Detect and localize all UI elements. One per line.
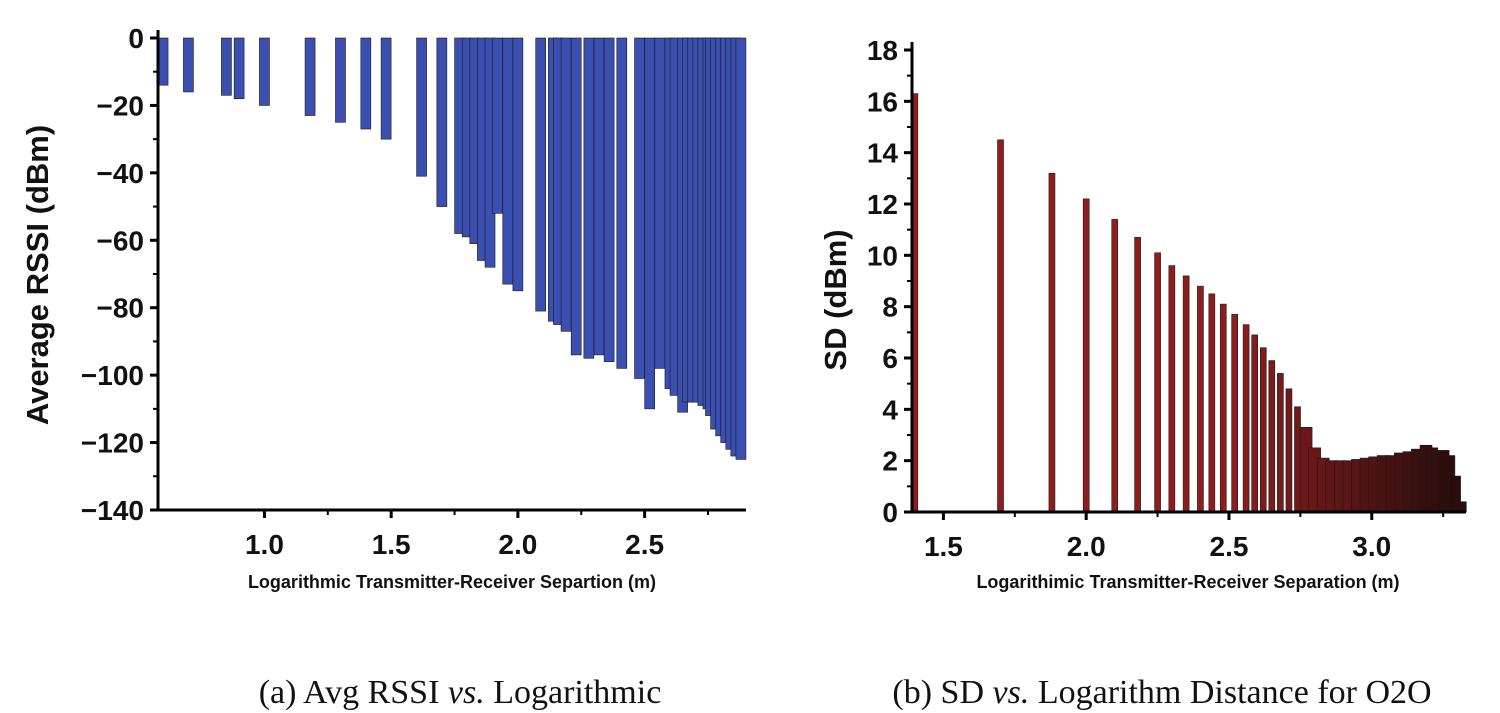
rssi-x-axis-label: Logarithmic Transmitter-Receiver Separti… — [248, 572, 656, 592]
x-tick-label-0-0: 1.0 — [245, 529, 284, 560]
y-tick-label-0-4: −80 — [97, 293, 145, 324]
bar-0-2 — [221, 37, 232, 96]
bar-1-2 — [1048, 172, 1056, 513]
bar-0-30 — [654, 37, 666, 369]
bar-0-27 — [616, 37, 628, 369]
rssi-axes: 0 −20 −40 −60 −80 −100 −120 −140 1.0 1.5 2.0 2.5 — [81, 23, 746, 560]
y-tick-label-1-6: 12 — [867, 189, 898, 220]
chart-avg-rssi: 0 −20 −40 −60 −80 −100 −120 −140 1.0 1.5 2.0 2.5 Lo… — [20, 23, 747, 592]
bar-1-40 — [1453, 501, 1467, 513]
bar-1-7 — [1168, 265, 1176, 513]
caption-b-prefix: (b) SD — [892, 674, 992, 711]
bar-0-1 — [183, 37, 194, 93]
y-tick-label-0-5: −100 — [81, 360, 144, 391]
bar-0-0 — [157, 37, 169, 86]
bar-0-3 — [233, 37, 245, 99]
y-tick-label-1-7: 14 — [867, 138, 899, 169]
bar-1-19 — [1294, 406, 1301, 513]
bar-1-15 — [1259, 347, 1267, 513]
bar-1-6 — [1154, 252, 1161, 513]
y-tick-label-1-4: 8 — [882, 292, 898, 323]
caption-a-suffix: Logarithmic — [485, 674, 662, 711]
bar-1-9 — [1197, 285, 1204, 513]
y-tick-label-1-9: 18 — [867, 35, 898, 66]
caption-b: (b) SD vs. Logarithm Distance for O2O — [892, 674, 1431, 711]
bar-0-7 — [360, 37, 372, 130]
bar-1-4 — [1111, 219, 1119, 513]
bar-1-10 — [1208, 293, 1216, 513]
y-tick-label-1-2: 4 — [882, 394, 898, 425]
y-tick-label-0-6: −120 — [81, 428, 144, 459]
x-tick-label-0-2: 2.0 — [498, 529, 537, 560]
sd-axes: 0 2 4 6 8 10 12 14 16 18 1.5 2.0 2.5 3.0 — [867, 35, 1466, 562]
bar-0-29 — [644, 37, 655, 410]
bar-0-6 — [335, 37, 346, 123]
x-tick-label-1-0: 1.5 — [924, 531, 963, 562]
y-tick-label-0-7: −140 — [81, 495, 144, 526]
bar-0-25 — [593, 37, 605, 356]
bar-0-28 — [634, 37, 645, 379]
y-tick-label-0-0: 0 — [128, 23, 144, 54]
bar-0-45 — [735, 37, 747, 460]
bar-1-17 — [1277, 373, 1284, 513]
bar-0-16 — [492, 37, 503, 214]
caption-a: (a) Avg RSSI vs. Logarithmic — [259, 674, 662, 711]
rssi-y-axis-label: Average RSSI (dBm) — [20, 125, 55, 425]
y-tick-label-0-1: −20 — [97, 90, 145, 121]
bar-1-3 — [1082, 198, 1090, 513]
bar-1-8 — [1182, 275, 1190, 513]
x-tick-label-1-2: 2.5 — [1210, 531, 1249, 562]
sd-x-axis-label: Logarithimic Transmitter-Receiver Separa… — [976, 572, 1399, 592]
bar-0-19 — [535, 37, 547, 312]
x-tick-label-1-1: 2.0 — [1067, 531, 1106, 562]
y-tick-label-0-2: −40 — [97, 158, 145, 189]
y-tick-label-1-5: 10 — [867, 240, 898, 271]
chart-sd: 0 2 4 6 8 10 12 14 16 18 1.5 2.0 2.5 3.0 Logarithimic… — [818, 35, 1467, 592]
caption-b-suffix: Logarithm Distance for O2O — [1029, 674, 1431, 711]
bar-1-13 — [1242, 324, 1250, 513]
rssi-bars — [157, 37, 747, 460]
bar-0-23 — [570, 37, 582, 356]
y-tick-label-1-0: 0 — [882, 497, 898, 528]
bar-1-5 — [1134, 237, 1141, 513]
y-tick-label-0-3: −60 — [97, 225, 145, 256]
caption-b-vs: vs. — [993, 674, 1030, 711]
y-tick-label-1-3: 6 — [882, 343, 898, 374]
x-tick-label-1-3: 3.0 — [1352, 531, 1391, 562]
bar-0-8 — [380, 37, 392, 140]
bar-0-17 — [502, 37, 514, 285]
bar-0-24 — [583, 37, 595, 359]
x-tick-label-0-3: 2.5 — [625, 529, 664, 560]
bar-0-22 — [560, 37, 572, 332]
bar-1-16 — [1268, 360, 1276, 513]
bar-0-26 — [603, 37, 615, 362]
bar-0-4 — [259, 37, 270, 106]
bar-1-11 — [1219, 303, 1227, 513]
bar-1-12 — [1231, 314, 1238, 513]
bar-1-18 — [1285, 388, 1293, 513]
caption-a-prefix: (a) Avg RSSI — [259, 674, 448, 711]
caption-a-vs: vs. — [448, 674, 485, 711]
bar-0-10 — [436, 37, 448, 207]
y-tick-label-1-1: 2 — [882, 446, 898, 477]
bar-1-1 — [997, 139, 1004, 513]
bar-0-9 — [416, 37, 427, 177]
sd-bars — [911, 93, 1467, 513]
x-tick-label-0-1: 1.5 — [372, 529, 411, 560]
bar-0-5 — [304, 37, 316, 116]
sd-y-axis-label: SD (dBm) — [818, 229, 853, 370]
bar-0-18 — [512, 37, 524, 292]
bar-1-14 — [1251, 334, 1258, 513]
y-tick-label-1-8: 16 — [867, 86, 898, 117]
